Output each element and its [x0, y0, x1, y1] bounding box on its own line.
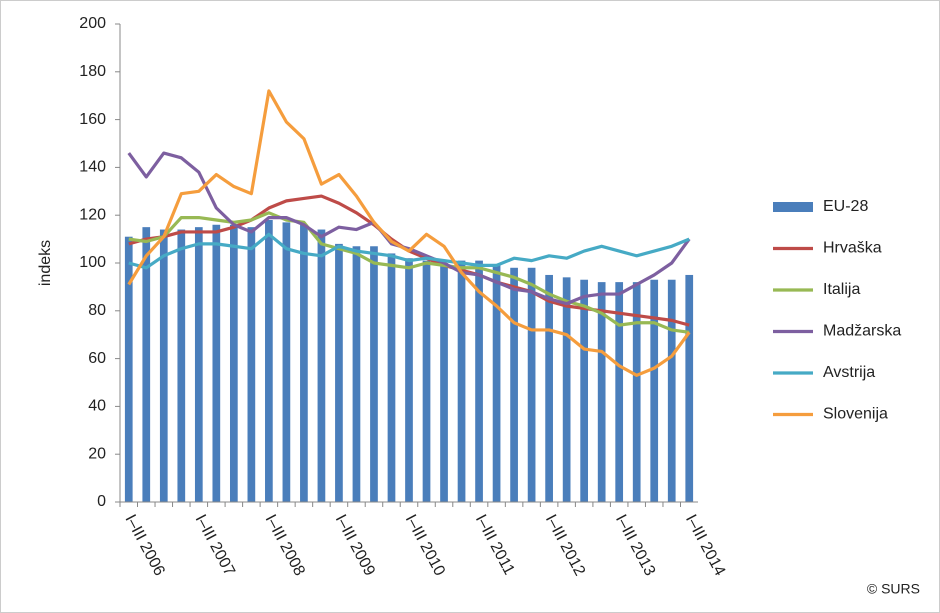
legend-label: Madžarska — [823, 323, 901, 340]
bar — [650, 279, 659, 502]
line — [128, 211, 690, 334]
y-tick-label: 40 — [88, 398, 106, 415]
bar — [422, 260, 431, 502]
bar — [300, 224, 308, 502]
bar — [229, 224, 238, 502]
bar — [212, 224, 221, 502]
line — [127, 89, 691, 377]
y-tick-label: 140 — [79, 159, 106, 176]
bar — [632, 282, 641, 502]
y-tick-label: 200 — [79, 15, 106, 32]
bar — [124, 236, 133, 502]
y-tick-label: 160 — [79, 111, 106, 128]
legend-label: Hrvaška — [823, 240, 882, 257]
bar — [667, 279, 676, 502]
bar — [615, 282, 624, 502]
bar — [159, 229, 168, 503]
bar — [440, 263, 448, 502]
legend-label: Avstrija — [823, 364, 875, 381]
bar — [527, 267, 536, 502]
bar — [492, 265, 501, 502]
bar — [370, 246, 378, 502]
bar — [685, 274, 694, 502]
bar — [457, 260, 466, 502]
bar — [510, 267, 518, 502]
bar — [317, 229, 326, 503]
y-tick-label: 60 — [88, 350, 106, 367]
bar — [177, 229, 186, 503]
bar — [387, 253, 396, 502]
y-tick-label: 20 — [88, 445, 106, 462]
bar — [562, 277, 571, 502]
y-tick-label: 0 — [97, 493, 106, 510]
bar — [265, 219, 273, 503]
bar — [597, 282, 606, 502]
bar — [247, 227, 256, 502]
y-tick-label: 180 — [79, 63, 106, 80]
line — [127, 151, 691, 306]
legend-label: EU-28 — [823, 198, 868, 215]
bar — [194, 227, 203, 502]
y-tick-label: 100 — [79, 254, 106, 271]
bar — [142, 227, 151, 502]
legend-label: Italija — [823, 281, 860, 298]
y-tick-label: 80 — [88, 302, 106, 319]
y-axis-label: indeks — [37, 240, 54, 286]
copyright: © SURS — [867, 581, 920, 597]
bar — [335, 243, 343, 502]
bar — [405, 258, 413, 502]
legend-swatch — [773, 202, 813, 212]
bar — [580, 279, 589, 502]
bar — [352, 246, 361, 502]
bar — [282, 222, 291, 502]
bar — [545, 274, 553, 502]
line — [128, 232, 690, 270]
legend-label: Slovenija — [823, 406, 888, 423]
y-tick-label: 120 — [79, 206, 106, 223]
bar — [475, 260, 483, 502]
